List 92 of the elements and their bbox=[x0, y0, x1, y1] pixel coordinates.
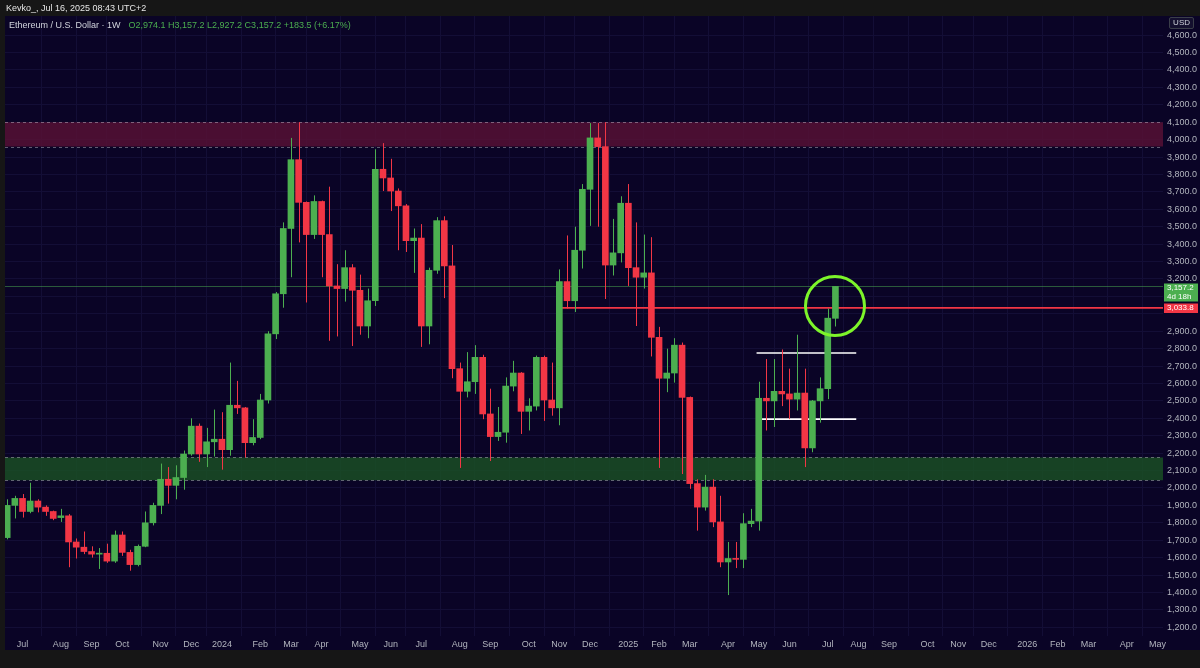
x-tick-label: Nov bbox=[152, 638, 170, 649]
x-tick-label: May bbox=[750, 638, 768, 649]
y-tick-label: 4,500.0 bbox=[1167, 47, 1198, 58]
candlestick bbox=[233, 380, 241, 415]
text: Ethereum / U.S. Dollar · 1W bbox=[9, 20, 121, 30]
y-tick-label: 4,200.0 bbox=[1167, 99, 1198, 110]
y-tick-label: 2,800.0 bbox=[1167, 343, 1198, 354]
candlestick bbox=[732, 541, 740, 569]
x-tick-label: Apr bbox=[1119, 638, 1134, 649]
x-tick-label: Sep bbox=[83, 638, 100, 649]
y-tick-label: 3,600.0 bbox=[1167, 203, 1198, 214]
candlestick bbox=[763, 358, 770, 431]
y-tick-label: 1,700.0 bbox=[1167, 534, 1198, 545]
y-tick-label: 1,600.0 bbox=[1167, 552, 1198, 563]
candlestick bbox=[487, 388, 494, 462]
candlestick bbox=[525, 397, 533, 431]
y-tick-label: 4,100.0 bbox=[1167, 116, 1198, 127]
y-axis-title: USD bbox=[1169, 17, 1194, 29]
y-tick-label: 2,700.0 bbox=[1167, 360, 1198, 371]
x-tick-label: Apr bbox=[721, 638, 736, 649]
x-tick-label: Nov bbox=[950, 638, 967, 649]
annotation: 3,033.8 bbox=[1167, 303, 1195, 313]
candlestick bbox=[510, 360, 517, 392]
x-tick-label: 2024 bbox=[211, 638, 232, 649]
x-tick-label: Sep bbox=[482, 638, 499, 649]
y-tick-label: 3,800.0 bbox=[1167, 168, 1198, 179]
candlestick bbox=[387, 158, 394, 212]
candlestick bbox=[19, 493, 26, 519]
x-tick-label: May bbox=[1149, 638, 1167, 649]
y-tick-label: 1,900.0 bbox=[1167, 499, 1198, 510]
x-tick-label: Mar bbox=[283, 638, 299, 649]
y-tick-label: 2,500.0 bbox=[1167, 395, 1198, 406]
y-tick-label: 3,700.0 bbox=[1167, 186, 1198, 197]
y-tick-label: 3,900.0 bbox=[1167, 151, 1198, 162]
y-tick-label: 2,100.0 bbox=[1167, 465, 1198, 476]
x-tick-label: Aug bbox=[52, 638, 69, 649]
y-tick-label: 4,000.0 bbox=[1167, 134, 1198, 145]
candlestick bbox=[778, 349, 786, 407]
x-tick-label: Jul bbox=[16, 638, 29, 649]
text: Kevko_, Jul 16, 2025 08:43 UTC+2 bbox=[6, 3, 147, 13]
x-tick-label: Dec bbox=[582, 638, 599, 649]
x-tick-label: Aug bbox=[850, 638, 867, 649]
y-tick-label: 1,800.0 bbox=[1167, 517, 1198, 528]
x-tick-label: 2026 bbox=[1017, 638, 1038, 649]
y-tick-label: 3,200.0 bbox=[1167, 273, 1198, 284]
x-tick-label: Sep bbox=[881, 638, 898, 649]
y-tick-label: 3,300.0 bbox=[1167, 256, 1198, 267]
x-tick-label: Jul bbox=[822, 638, 834, 649]
x-tick-label: Nov bbox=[551, 638, 568, 649]
y-tick-label: 2,600.0 bbox=[1167, 377, 1198, 388]
x-tick-label: Feb bbox=[252, 638, 269, 649]
x-tick-label: Jul bbox=[415, 638, 428, 649]
y-tick-label: 1,500.0 bbox=[1167, 569, 1198, 580]
x-tick-label: Mar bbox=[681, 638, 698, 649]
candlestick bbox=[164, 466, 172, 505]
y-tick-label: 2,200.0 bbox=[1167, 447, 1198, 458]
x-tick-label: Apr bbox=[314, 638, 329, 649]
y-tick-label: 4,600.0 bbox=[1167, 29, 1198, 40]
y-tick-label: 1,300.0 bbox=[1167, 604, 1198, 615]
x-tick-label: Mar bbox=[1080, 638, 1097, 649]
candlestick bbox=[548, 362, 556, 417]
text: O2,974.1 H3,157.2 L2,927.2 C3,157.2 +183.5 (+6.17%) bbox=[128, 20, 351, 30]
x-tick-label: 2025 bbox=[618, 638, 639, 649]
x-tick-label: Feb bbox=[1050, 638, 1066, 649]
candlestick bbox=[394, 187, 402, 251]
y-tick-label: 3,400.0 bbox=[1167, 238, 1198, 249]
candlestick bbox=[341, 249, 348, 303]
candlestick bbox=[26, 482, 34, 514]
y-tick-label: 3,500.0 bbox=[1167, 221, 1198, 232]
x-tick-label: Jun bbox=[782, 638, 797, 649]
x-tick-label: Oct bbox=[115, 638, 130, 649]
x-tick-label: Oct bbox=[920, 638, 935, 649]
y-tick-label: 2,900.0 bbox=[1167, 325, 1198, 336]
y-tick-label: 4,300.0 bbox=[1167, 81, 1198, 92]
y-tick-label: 1,400.0 bbox=[1167, 586, 1198, 597]
x-tick-label: Jun bbox=[383, 638, 398, 649]
y-tick-label: 2,000.0 bbox=[1167, 482, 1198, 493]
x-tick-label: Dec bbox=[183, 638, 200, 649]
candlestick bbox=[640, 234, 648, 290]
x-tick-label: May bbox=[351, 638, 369, 649]
candlestick bbox=[410, 227, 417, 274]
y-tick-label: 2,300.0 bbox=[1167, 430, 1198, 441]
y-tick-label: 2,400.0 bbox=[1167, 412, 1198, 423]
x-tick-label: Aug bbox=[451, 638, 468, 649]
candlestick bbox=[663, 348, 671, 393]
x-tick-label: Feb bbox=[651, 638, 667, 649]
y-tick-label: 1,200.0 bbox=[1167, 621, 1198, 632]
candlestick bbox=[786, 368, 793, 420]
x-tick-label: Oct bbox=[521, 638, 537, 649]
x-tick-label: Dec bbox=[980, 638, 998, 649]
y-tick-label: 4,400.0 bbox=[1167, 64, 1198, 75]
ref-line-label: 3,157.2 4d 18h bbox=[1167, 283, 1195, 301]
